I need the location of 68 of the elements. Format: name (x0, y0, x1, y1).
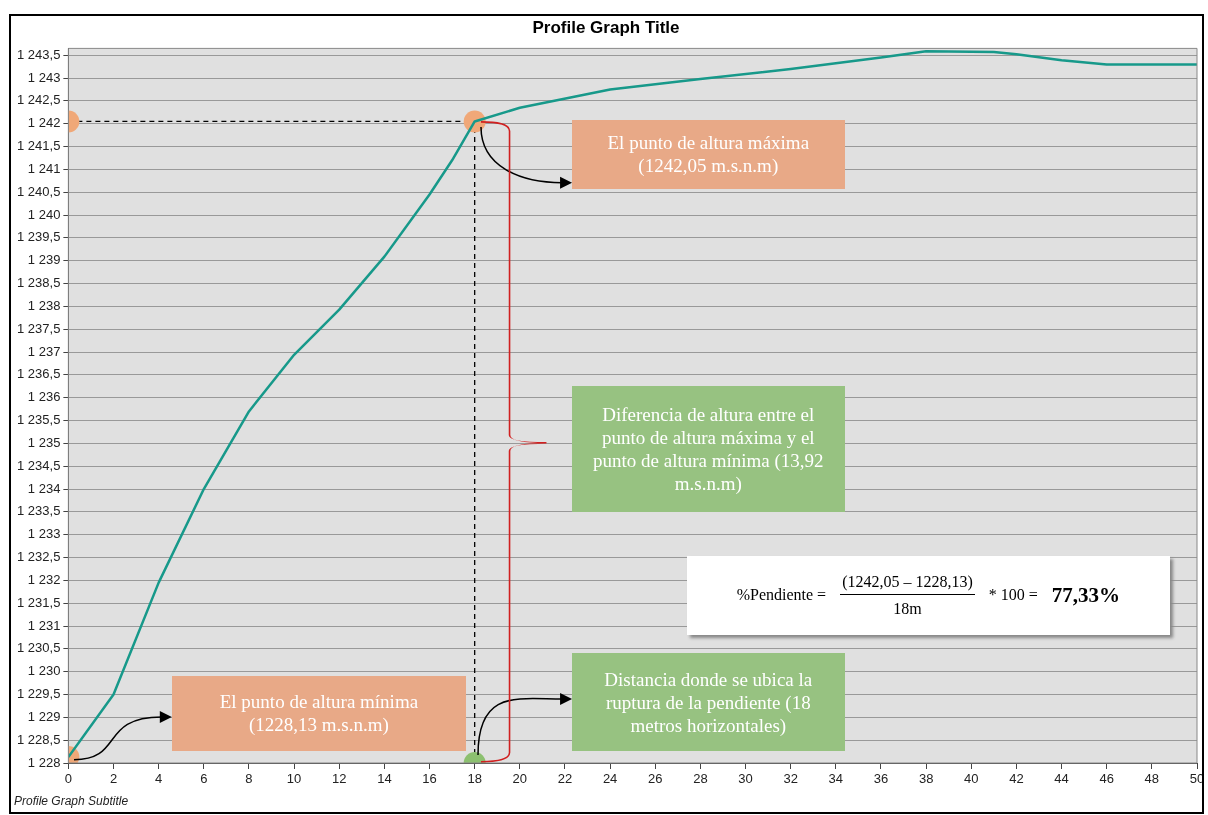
x-tick-label: 6 (200, 771, 208, 787)
callout-box: El punto de altura máxima (1242,05 m.s.n.m) (571, 120, 845, 189)
x-tick-label: 10 (286, 771, 302, 787)
annotation: %Pendiente = (736, 586, 827, 605)
y-tick-label: 1 240 (27, 206, 61, 222)
x-tick-label: 34 (828, 771, 844, 787)
y-tick-label: 1 238,5 (17, 275, 61, 291)
x-tick-label: 14 (377, 771, 392, 787)
text: Profile Graph Subtitle (14, 794, 129, 809)
y-tick-label: 1 232,5 (17, 549, 61, 565)
annotation: 77,33% (1051, 582, 1121, 608)
x-tick-label: 2 (109, 771, 118, 787)
x-tick-label: 44 (1054, 771, 1069, 787)
y-tick-label: 1 237 (27, 343, 61, 359)
annotation: 18m (893, 598, 922, 618)
x-tick-label: 16 (422, 771, 437, 787)
y-tick-label: 1 238 (27, 297, 61, 313)
y-tick-label: 1 241 (27, 160, 61, 176)
y-tick-label: 1 231,5 (17, 594, 61, 610)
x-tick-label: 30 (738, 771, 753, 787)
x-tick-label: 38 (918, 771, 934, 787)
y-tick-label: 1 237,5 (17, 320, 61, 336)
y-tick-label: 1 242 (27, 115, 61, 131)
x-tick-label: 18 (467, 771, 482, 787)
y-tick-label: 1 231 (27, 617, 61, 633)
x-tick-label: 28 (693, 771, 708, 787)
y-tick-label: 1 241,5 (17, 138, 61, 154)
annotation: * 100 = (988, 586, 1038, 605)
y-tick-label: 1 234 (27, 480, 61, 496)
y-tick-label: 1 239 (27, 252, 61, 268)
x-tick-label: 48 (1144, 771, 1160, 787)
x-tick-label: 32 (783, 771, 798, 787)
y-tick-label: 1 239,5 (17, 229, 61, 245)
y-tick-label: 1 236 (27, 389, 61, 405)
y-tick-label: 1 230 (27, 663, 61, 679)
y-tick-label: 1 243 (27, 69, 61, 85)
y-tick-label: 1 232 (27, 571, 61, 587)
y-tick-label: 1 228 (27, 754, 61, 770)
y-tick-label: 1 233,5 (17, 503, 61, 519)
x-tick-label: 8 (245, 771, 253, 787)
chart-title: Profile Graph Title (532, 17, 680, 37)
y-tick-label: 1 242,5 (17, 92, 61, 108)
y-tick-label: 1 228,5 (17, 731, 61, 747)
y-tick-label: 1 230,5 (17, 640, 61, 656)
x-tick-label: 12 (332, 771, 347, 787)
x-tick-label: 36 (873, 771, 889, 787)
y-tick-label: 1 240,5 (17, 183, 61, 199)
x-tick-label: 42 (1009, 771, 1024, 787)
y-tick-label: 1 235 (27, 434, 61, 450)
y-tick-label: 1 229 (27, 708, 61, 724)
y-tick-label: 1 243,5 (17, 46, 61, 62)
callout-box: Distancia donde se ubica la ruptura de la pendiente (18 metros horizontales) (571, 653, 845, 751)
y-tick-label: 1 234,5 (17, 457, 61, 473)
callout-box: El punto de altura mínima (1228,13 m.s.n.m) (172, 676, 466, 751)
callout-box: Diferencia de altura entre el punto de altura máxima y el punto de altura mínima (13,92 m.s.n.m) (571, 385, 845, 512)
x-tick-label: 22 (557, 771, 573, 787)
y-tick-label: 1 233 (27, 526, 61, 542)
y-tick-label: 1 236,5 (17, 366, 61, 382)
x-tick-label: 20 (512, 771, 528, 787)
x-tick-label: 24 (602, 771, 618, 787)
y-tick-label: 1 235,5 (17, 412, 61, 428)
x-tick-label: 40 (964, 771, 979, 787)
x-tick-label: 0 (64, 771, 72, 787)
x-tick-label: 46 (1099, 771, 1114, 787)
y-tick-label: 1 229,5 (17, 686, 61, 702)
x-tick-label: 26 (648, 771, 663, 787)
x-tick-label: 4 (155, 771, 163, 787)
annotation: (1242,05 – 1228,13) (840, 572, 975, 595)
